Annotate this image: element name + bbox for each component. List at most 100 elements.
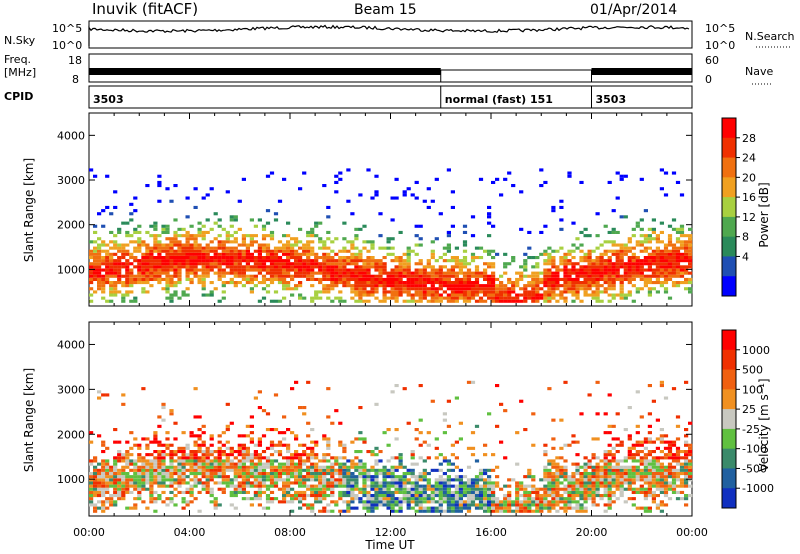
echo-cell: [659, 262, 664, 266]
echo-cell: [667, 259, 673, 263]
echo-cell: [619, 475, 624, 479]
echo-cell: [121, 494, 126, 498]
echo-cell: [370, 281, 375, 285]
echo-cell: [354, 290, 359, 294]
colorbar-tick-label: 20: [742, 171, 756, 184]
echo-cell: [161, 468, 166, 472]
echo-cell: [346, 281, 351, 285]
echo-cell: [531, 277, 536, 281]
echo-cell: [607, 293, 612, 297]
echo-cell: [410, 450, 415, 454]
echo-cell: [173, 252, 178, 256]
echo-cell: [659, 380, 664, 384]
echo-cell: [394, 500, 399, 504]
echo-cell: [483, 468, 488, 472]
echo-cell: [643, 268, 648, 272]
echo-cell: [205, 243, 210, 247]
echo-cell: [555, 484, 560, 488]
echo-cell: [688, 421, 693, 425]
echo-cell: [607, 453, 612, 457]
echo-cell: [221, 431, 226, 435]
echo-cell: [177, 450, 182, 454]
echo-cell: [366, 274, 371, 278]
echo-cell: [169, 296, 174, 300]
echo-cell: [623, 475, 628, 479]
echo-cell: [539, 509, 544, 513]
echo-cell: [458, 281, 463, 285]
echo-cell: [358, 256, 363, 260]
echo-cell: [105, 274, 110, 278]
echo-cell: [675, 475, 681, 479]
echo-cell: [197, 434, 202, 438]
echo-cell: [679, 246, 685, 250]
echo-cell: [675, 268, 681, 272]
echo-cell: [173, 249, 178, 253]
nsky-tick-bottom: 10^0: [52, 39, 82, 52]
echo-cell: [105, 462, 110, 466]
echo-cell: [133, 274, 138, 278]
echo-cell: [93, 459, 98, 463]
echo-cell: [450, 497, 455, 501]
echo-cell: [386, 487, 391, 491]
echo-cell: [675, 450, 681, 454]
echo-cell: [101, 487, 106, 491]
echo-cell: [523, 497, 528, 501]
power-cbar-label: Power [dB]: [757, 182, 771, 247]
echo-cell: [643, 475, 648, 479]
echo-cell: [338, 478, 343, 482]
echo-cell: [141, 475, 146, 479]
echo-cell: [671, 262, 677, 266]
echo-cell: [326, 256, 331, 260]
echo-cell: [603, 472, 608, 476]
echo-cell: [559, 446, 564, 450]
echo-cell: [531, 475, 536, 479]
echo-cell: [567, 290, 572, 294]
echo-cell: [390, 296, 395, 300]
echo-cell: [563, 259, 568, 263]
echo-cell: [523, 287, 528, 291]
echo-cell: [635, 274, 640, 278]
echo-cell: [450, 506, 455, 510]
echo-cell: [318, 277, 323, 281]
echo-cell: [185, 268, 190, 272]
echo-cell: [619, 290, 624, 294]
echo-cell: [326, 453, 331, 457]
echo-cell: [450, 265, 455, 269]
echo-cell: [197, 456, 202, 460]
echo-cell: [298, 406, 303, 410]
echo-cell: [511, 509, 516, 513]
echo-cell: [326, 487, 331, 491]
echo-cell: [394, 299, 399, 303]
echo-cell: [394, 487, 399, 491]
echo-cell: [591, 249, 596, 253]
echo-cell: [153, 481, 158, 485]
echo-cell: [635, 243, 640, 247]
echo-cell: [426, 262, 431, 266]
echo-cell: [543, 468, 548, 472]
echo-cell: [603, 465, 608, 469]
echo-cell: [153, 240, 158, 244]
echo-cell: [378, 459, 383, 463]
echo-cell: [679, 490, 685, 494]
echo-cell: [294, 252, 299, 256]
echo-cell: [205, 481, 210, 485]
echo-cell: [627, 259, 632, 263]
echo-cell: [89, 274, 94, 278]
echo-cell: [438, 265, 443, 269]
echo-cell: [559, 246, 564, 250]
echo-cell: [213, 271, 218, 275]
echo-cell: [478, 299, 484, 303]
echo-cell: [587, 475, 592, 479]
echo-cell: [282, 415, 287, 419]
echo-cell: [607, 259, 612, 263]
echo-cell: [619, 281, 624, 285]
echo-cell: [378, 246, 383, 250]
echo-cell: [326, 215, 331, 219]
echo-cell: [491, 299, 496, 303]
echo-cell: [117, 227, 122, 231]
echo-cell: [611, 481, 616, 485]
echo-cell: [374, 472, 379, 476]
echo-cell: [567, 487, 572, 491]
echo-cell: [643, 249, 648, 253]
echo-cell: [462, 224, 468, 228]
